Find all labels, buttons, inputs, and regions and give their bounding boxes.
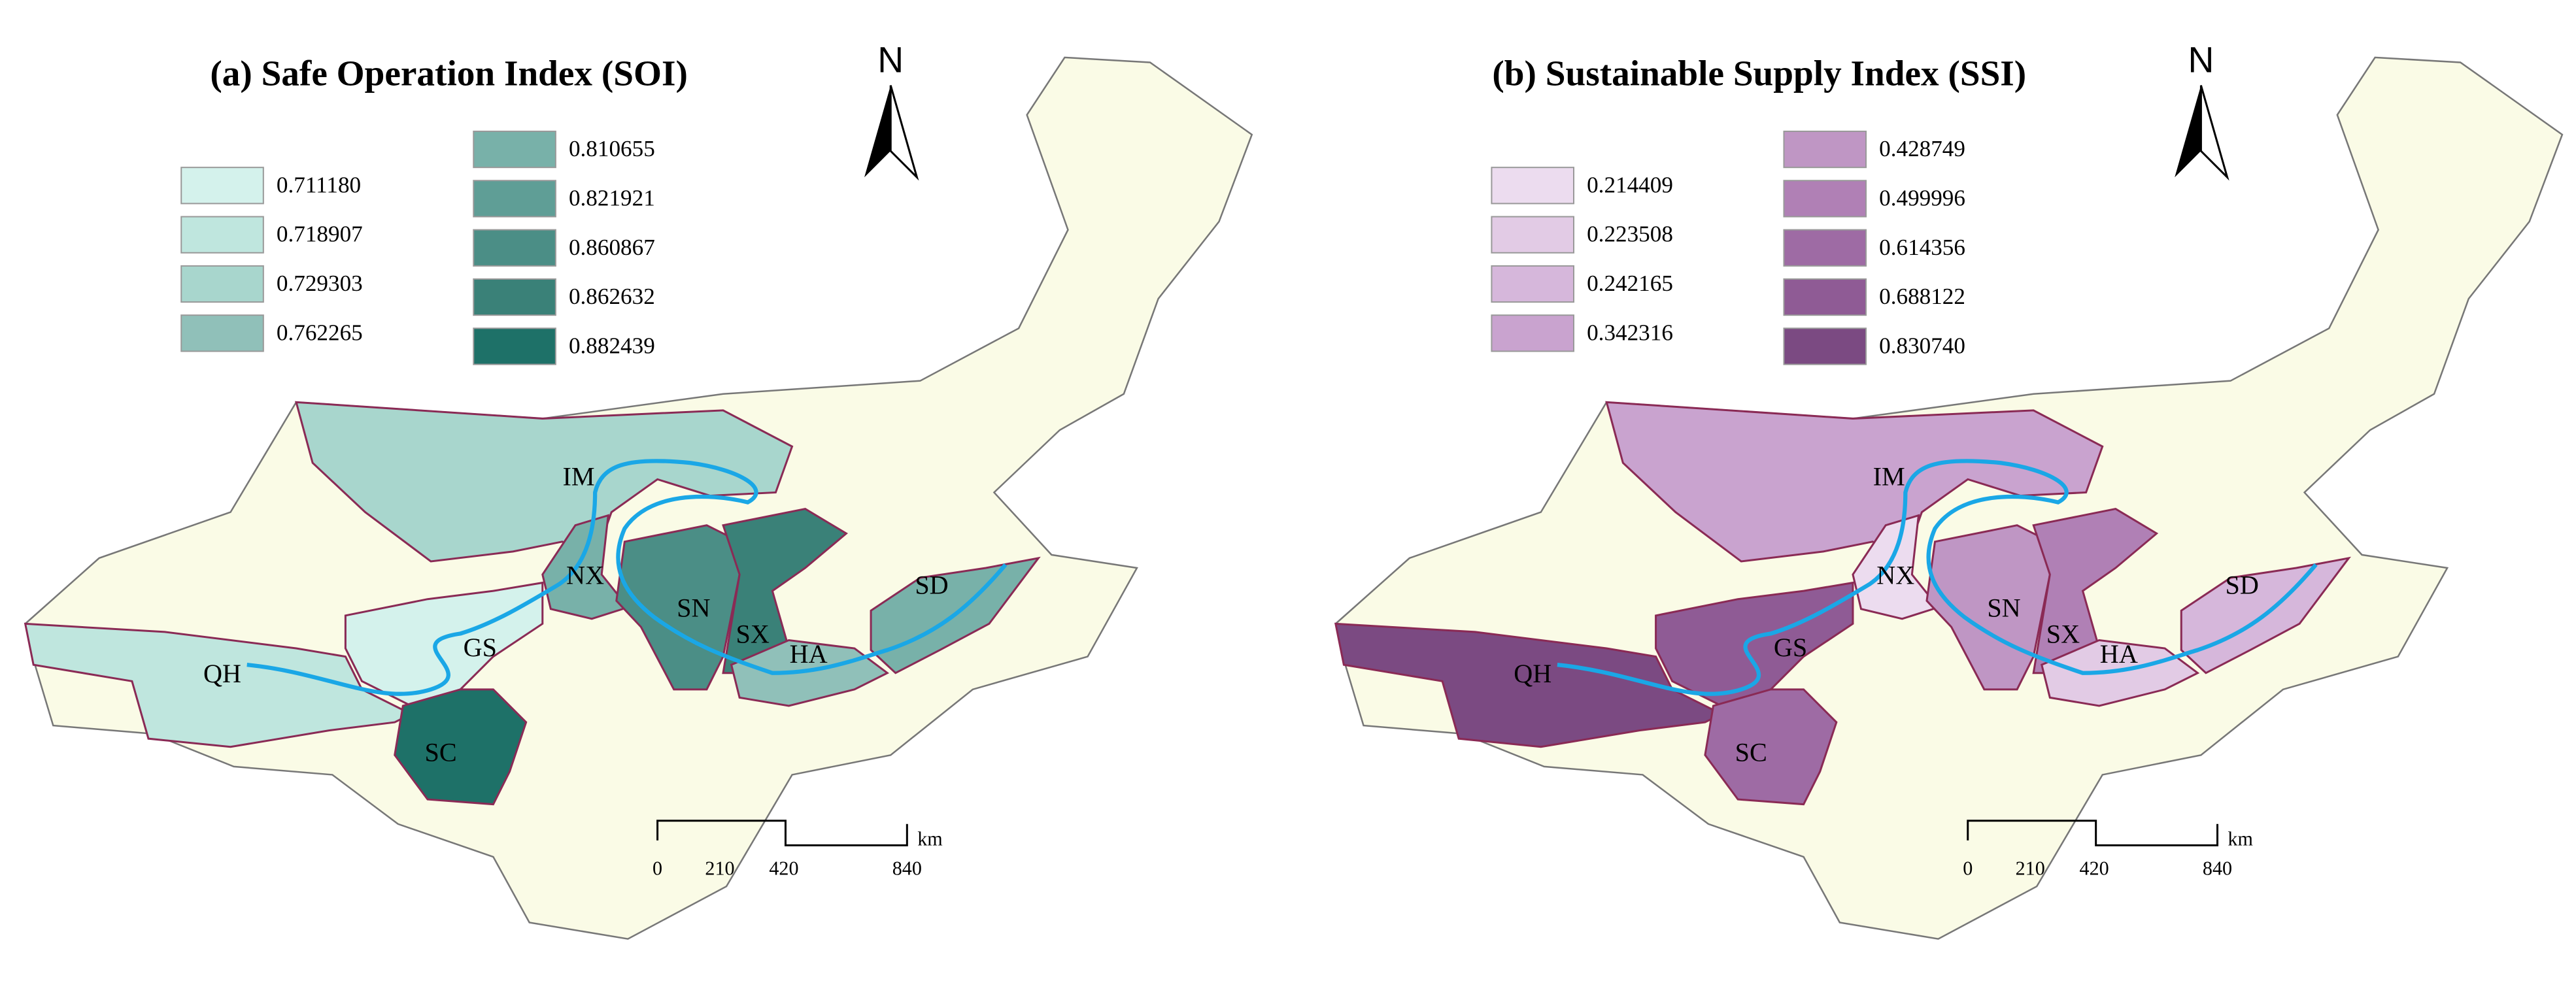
scale-label: 840 — [892, 857, 922, 880]
region — [722, 507, 848, 674]
region — [1852, 514, 1940, 620]
legend-swatch — [180, 265, 264, 303]
region-label: IM — [562, 462, 594, 491]
region-label: HA — [2100, 639, 2138, 669]
region-label: SN — [677, 593, 710, 623]
legend-label: 0.729303 — [277, 271, 363, 296]
scale-label: 210 — [705, 857, 734, 880]
legend-swatch — [473, 278, 556, 316]
panel-title: (b) Sustainable Supply Index (SSI) — [1492, 54, 2026, 93]
scale-label: 420 — [2080, 857, 2109, 880]
legend-swatch — [473, 130, 556, 169]
region-label: HA — [790, 639, 828, 669]
legend-label: 0.428749 — [1879, 136, 1965, 161]
scale-bar — [656, 820, 908, 846]
region — [1605, 401, 2104, 563]
legend-label: 0.342316 — [1587, 320, 1673, 345]
legend-swatch — [180, 167, 264, 205]
map-panel: IM NX SN SX HA SD GS QH SC (b) Sustainable Supply… — [1334, 40, 2564, 940]
region — [1334, 622, 1724, 748]
north-label: N — [2188, 40, 2214, 80]
legend-label: 0.821921 — [569, 185, 655, 210]
region-label: SX — [736, 620, 770, 649]
region-label: SN — [1987, 593, 2020, 623]
river — [1557, 459, 2318, 696]
region — [2041, 639, 2200, 707]
legend-swatch — [180, 314, 264, 352]
region-label: SC — [1735, 738, 1767, 767]
map-panel: IM NX SN SX HA SD GS QH SC (a) Safe Operation Ind… — [24, 40, 1253, 940]
legend-label: 0.860867 — [569, 235, 655, 260]
region — [2032, 507, 2159, 674]
north-arrow — [2175, 85, 2201, 178]
region-label: QH — [203, 659, 241, 688]
scale-label: 210 — [2016, 857, 2045, 880]
region-label: IM — [1873, 462, 1905, 491]
legend-swatch — [180, 216, 264, 254]
legend-label: 0.810655 — [569, 136, 655, 161]
region — [394, 688, 528, 806]
region-label: SC — [424, 738, 456, 767]
scale-label: 840 — [2203, 857, 2232, 880]
region-label: QH — [1514, 659, 1551, 688]
legend-swatch — [473, 229, 556, 267]
north-arrow — [2199, 85, 2229, 181]
legend-swatch — [1783, 278, 1867, 316]
region-label: NX — [566, 560, 604, 590]
legend-swatch — [473, 180, 556, 218]
legend-swatch — [1491, 167, 1575, 205]
region — [344, 581, 544, 707]
region — [1655, 581, 1854, 707]
legend-swatch — [1783, 327, 1867, 365]
north-arrow — [864, 85, 891, 178]
legend-label: 0.882439 — [569, 333, 655, 359]
legend-label: 0.862632 — [569, 284, 655, 309]
region-label: SD — [915, 570, 948, 599]
region-label: SX — [2046, 620, 2080, 649]
region-label: GS — [464, 633, 497, 662]
legend-swatch — [1491, 265, 1575, 303]
scale-unit: km — [2228, 827, 2253, 850]
legend-label: 0.762265 — [277, 320, 363, 345]
panel-title: (a) Safe Operation Index (SOI) — [210, 54, 688, 93]
legend-swatch — [1783, 180, 1867, 218]
scale-label: 420 — [769, 857, 798, 880]
scale-unit: km — [917, 827, 943, 850]
north-arrow — [889, 85, 919, 181]
scale-label: 0 — [1963, 857, 1973, 880]
legend-label: 0.499996 — [1879, 185, 1965, 210]
legend-label: 0.223508 — [1587, 222, 1673, 247]
region — [541, 514, 630, 620]
scale-label: 0 — [652, 857, 662, 880]
region — [1704, 688, 1838, 806]
river — [246, 459, 1008, 696]
region — [730, 639, 890, 707]
scale-bar — [1967, 820, 2219, 846]
region-label: SD — [2226, 570, 2259, 599]
legend-swatch — [1783, 229, 1867, 267]
region-label: GS — [1774, 633, 1807, 662]
legend-label: 0.830740 — [1879, 333, 1965, 359]
north-label: N — [877, 40, 904, 80]
legend-label: 0.711180 — [277, 172, 361, 197]
legend-label: 0.614356 — [1879, 235, 1965, 260]
legend-swatch — [1491, 216, 1575, 254]
legend-label: 0.688122 — [1879, 284, 1965, 309]
region — [24, 622, 414, 748]
legend-swatch — [473, 327, 556, 365]
legend-label: 0.718907 — [277, 222, 363, 247]
region-label: NX — [1876, 560, 1914, 590]
legend-label: 0.214409 — [1587, 172, 1673, 197]
legend-swatch — [1783, 130, 1867, 169]
legend-label: 0.242165 — [1587, 271, 1673, 296]
region — [295, 401, 794, 563]
legend-swatch — [1491, 314, 1575, 352]
